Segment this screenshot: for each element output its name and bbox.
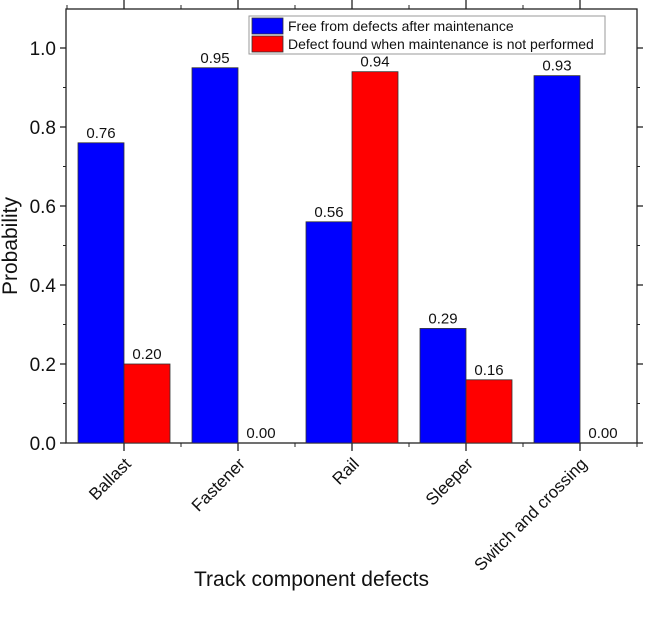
x-tick-label: Switch and crossing xyxy=(470,454,590,574)
y-tick-label: 0.8 xyxy=(30,118,56,139)
data-label: 0.16 xyxy=(474,362,503,379)
legend-label: Free from defects after maintenance xyxy=(288,18,514,34)
y-tick-label: 0.6 xyxy=(30,197,56,218)
bar xyxy=(533,75,581,444)
bar xyxy=(123,363,171,444)
y-tick-label: 0.4 xyxy=(30,276,57,297)
bar xyxy=(351,71,399,444)
x-tick-label: Fastener xyxy=(188,454,249,515)
data-label: 0.76 xyxy=(86,125,115,142)
bar xyxy=(77,142,125,444)
data-label: 0.00 xyxy=(246,425,275,442)
x-axis-label: Track component defects xyxy=(194,568,429,591)
data-label: 0.93 xyxy=(542,58,571,75)
data-label: 0.20 xyxy=(132,346,161,363)
bar xyxy=(465,379,513,444)
data-label: 0.29 xyxy=(428,310,457,327)
y-axis-label: Probability xyxy=(0,196,22,295)
x-tick-label: Rail xyxy=(329,454,363,488)
y-tick-label: 0.2 xyxy=(30,355,56,376)
y-tick-label: 0.0 xyxy=(30,434,56,455)
legend-box xyxy=(248,15,606,55)
legend-label: Defect found when maintenance is not per… xyxy=(288,36,594,52)
legend-swatch xyxy=(251,35,284,53)
x-tick-label: Ballast xyxy=(85,454,135,504)
data-label: 0.94 xyxy=(360,54,389,71)
bar xyxy=(305,221,353,444)
data-label: 0.56 xyxy=(314,204,343,221)
y-tick-label: 1.0 xyxy=(30,39,56,60)
legend-swatch xyxy=(251,17,284,35)
x-tick-label: Sleeper xyxy=(422,454,477,509)
bar xyxy=(419,328,467,444)
bar xyxy=(191,67,239,444)
data-label: 0.95 xyxy=(200,50,229,67)
data-label: 0.00 xyxy=(588,425,617,442)
